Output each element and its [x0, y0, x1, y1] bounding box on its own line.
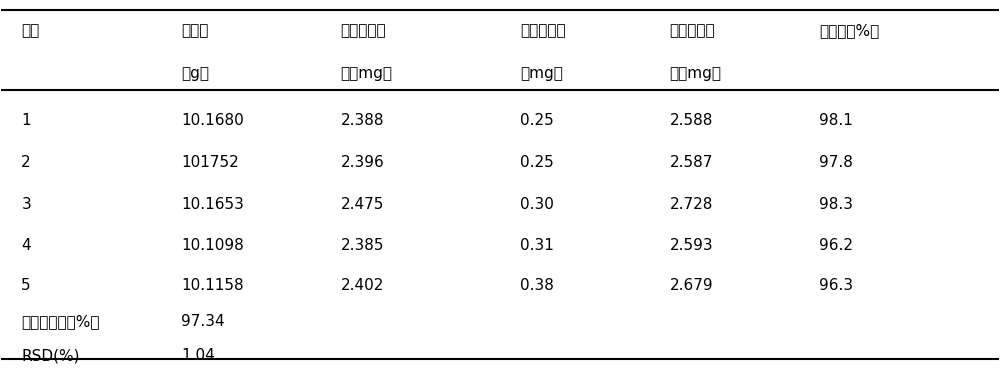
Text: 2.388: 2.388	[340, 113, 384, 128]
Text: 2.588: 2.588	[670, 113, 713, 128]
Text: 5: 5	[21, 278, 31, 293]
Text: 10.1158: 10.1158	[181, 278, 244, 293]
Text: 98.1: 98.1	[819, 113, 853, 128]
Text: 2.728: 2.728	[670, 197, 713, 212]
Text: 97.34: 97.34	[181, 314, 225, 329]
Text: （g）: （g）	[181, 67, 209, 81]
Text: 测定芦丁总: 测定芦丁总	[670, 23, 715, 38]
Text: 2.402: 2.402	[340, 278, 384, 293]
Text: 10.1680: 10.1680	[181, 113, 244, 128]
Text: 回收率（%）: 回收率（%）	[819, 23, 879, 38]
Text: 0.31: 0.31	[520, 238, 554, 253]
Text: 样品中芦丁: 样品中芦丁	[340, 23, 386, 38]
Text: 次数: 次数	[21, 23, 40, 38]
Text: 2.587: 2.587	[670, 155, 713, 170]
Text: 4: 4	[21, 238, 31, 253]
Text: 2.593: 2.593	[670, 238, 713, 253]
Text: 取样量: 取样量	[181, 23, 208, 38]
Text: RSD(%): RSD(%)	[21, 348, 80, 364]
Text: 98.3: 98.3	[819, 197, 853, 212]
Text: 1: 1	[21, 113, 31, 128]
Text: 101752: 101752	[181, 155, 239, 170]
Text: 0.30: 0.30	[520, 197, 554, 212]
Text: 量（mg）: 量（mg）	[340, 67, 392, 81]
Text: 加入芦丁量: 加入芦丁量	[520, 23, 566, 38]
Text: 10.1653: 10.1653	[181, 197, 244, 212]
Text: 0.25: 0.25	[520, 155, 554, 170]
Text: 量（mg）: 量（mg）	[670, 67, 722, 81]
Text: 0.25: 0.25	[520, 113, 554, 128]
Text: 10.1098: 10.1098	[181, 238, 244, 253]
Text: 平均回收率（%）: 平均回收率（%）	[21, 314, 100, 329]
Text: 3: 3	[21, 197, 31, 212]
Text: 2.679: 2.679	[670, 278, 713, 293]
Text: 2.385: 2.385	[340, 238, 384, 253]
Text: 0.38: 0.38	[520, 278, 554, 293]
Text: 96.2: 96.2	[819, 238, 853, 253]
Text: 1.04: 1.04	[181, 348, 215, 364]
Text: 2: 2	[21, 155, 31, 170]
Text: 2.475: 2.475	[340, 197, 384, 212]
Text: （mg）: （mg）	[520, 67, 563, 81]
Text: 96.3: 96.3	[819, 278, 853, 293]
Text: 2.396: 2.396	[340, 155, 384, 170]
Text: 97.8: 97.8	[819, 155, 853, 170]
